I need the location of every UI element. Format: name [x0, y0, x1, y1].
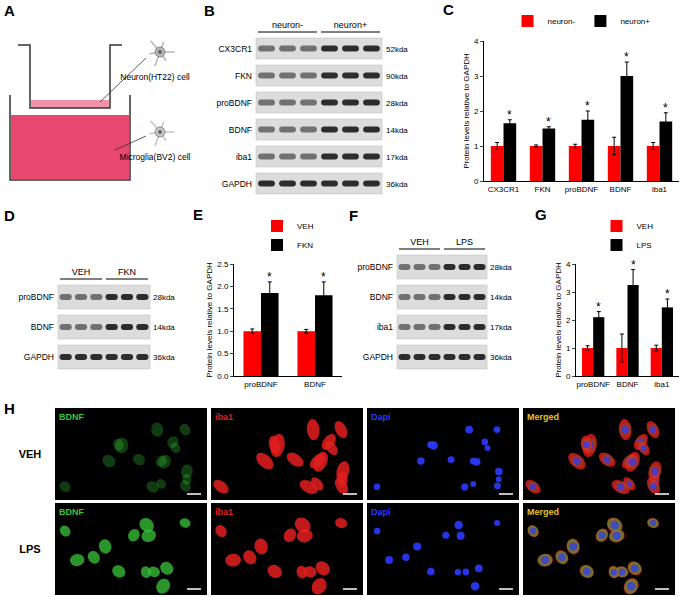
svg-text:2.0: 2.0 — [217, 282, 229, 291]
svg-text:3: 3 — [566, 288, 571, 297]
svg-text:1: 1 — [566, 344, 571, 353]
svg-text:BDNF: BDNF — [229, 125, 252, 135]
svg-text:proBDNF: proBDNF — [358, 262, 393, 272]
svg-text:*: * — [624, 50, 629, 64]
svg-text:GAPDH: GAPDH — [363, 352, 393, 362]
svg-text:28kda: 28kda — [153, 293, 175, 302]
svg-text:LPS: LPS — [19, 543, 40, 555]
svg-text:2: 2 — [474, 107, 479, 116]
svg-text:*: * — [321, 270, 326, 284]
svg-text:Protein levels relative to GAP: Protein levels relative to GAPDH — [462, 53, 471, 169]
svg-text:2.5: 2.5 — [217, 260, 229, 269]
svg-text:36kda: 36kda — [153, 353, 175, 362]
svg-text:LPS: LPS — [456, 237, 473, 247]
svg-text:iba1: iba1 — [215, 507, 233, 517]
svg-text:FKN: FKN — [118, 267, 136, 277]
svg-text:14kda: 14kda — [386, 126, 408, 135]
svg-text:Dapi: Dapi — [371, 412, 391, 422]
svg-text:iba1: iba1 — [652, 185, 668, 194]
svg-text:*: * — [267, 270, 272, 284]
svg-text:*: * — [665, 287, 670, 301]
svg-text:3: 3 — [474, 72, 479, 81]
svg-text:BDNF: BDNF — [610, 185, 632, 194]
svg-text:*: * — [596, 300, 601, 314]
svg-text:28kda: 28kda — [386, 99, 408, 108]
svg-text:FKN: FKN — [297, 241, 313, 250]
svg-text:neuron-: neuron- — [548, 17, 576, 26]
html-text:G: G — [535, 206, 547, 223]
svg-text:Merged: Merged — [527, 412, 559, 422]
svg-text:28kda: 28kda — [490, 263, 512, 272]
svg-text:17kda: 17kda — [386, 153, 408, 162]
svg-text:Microglia(BV2) cell: Microglia(BV2) cell — [120, 152, 191, 162]
svg-text:90kda: 90kda — [386, 72, 408, 81]
svg-text:iba1: iba1 — [654, 380, 670, 389]
svg-text:Neuron(HT22) cell: Neuron(HT22) cell — [120, 72, 190, 82]
svg-text:0.0: 0.0 — [217, 372, 229, 381]
svg-text:CX3CR1: CX3CR1 — [488, 185, 520, 194]
svg-text:4: 4 — [474, 37, 479, 46]
svg-text:*: * — [663, 101, 668, 115]
svg-text:0: 0 — [566, 372, 571, 381]
svg-text:F: F — [349, 207, 358, 224]
svg-text:FKN: FKN — [535, 185, 551, 194]
svg-text:neuron+: neuron+ — [334, 20, 367, 30]
svg-text:Dapi: Dapi — [371, 507, 391, 517]
svg-text:36kda: 36kda — [386, 180, 408, 189]
svg-text:neuron-: neuron- — [272, 20, 303, 30]
svg-text:Protein levels relative to GAP: Protein levels relative to GAPDH — [205, 262, 214, 378]
svg-text:B: B — [204, 2, 215, 19]
svg-text:BDNF: BDNF — [304, 380, 326, 389]
svg-text:D: D — [4, 207, 15, 224]
svg-text:H: H — [4, 400, 15, 417]
svg-text:proBDNF: proBDNF — [244, 380, 277, 389]
svg-text:1.0: 1.0 — [217, 327, 229, 336]
svg-text:*: * — [585, 99, 590, 113]
svg-text:iba1: iba1 — [215, 412, 233, 422]
svg-text:BDNF: BDNF — [370, 292, 393, 302]
svg-text:Merged: Merged — [527, 507, 559, 517]
svg-text:GAPDH: GAPDH — [222, 179, 252, 189]
svg-text:17kda: 17kda — [490, 323, 512, 332]
svg-text:CX3CR1: CX3CR1 — [218, 44, 252, 54]
svg-text:VEH: VEH — [410, 237, 429, 247]
svg-text:BDNF: BDNF — [31, 322, 54, 332]
svg-text:VEH: VEH — [297, 222, 314, 231]
svg-text:LPS: LPS — [637, 241, 652, 250]
svg-text:BDNF: BDNF — [59, 507, 84, 517]
svg-text:GAPDH: GAPDH — [24, 352, 54, 362]
svg-text:BDNF: BDNF — [617, 380, 639, 389]
svg-text:*: * — [631, 258, 636, 272]
svg-text:1.5: 1.5 — [217, 305, 229, 314]
svg-text:proBDNF: proBDNF — [217, 98, 252, 108]
svg-text:0: 0 — [474, 177, 479, 186]
svg-text:proBDNF: proBDNF — [565, 185, 598, 194]
svg-text:4: 4 — [566, 260, 571, 269]
svg-text:*: * — [507, 108, 512, 122]
svg-text:VEH: VEH — [72, 267, 91, 277]
svg-text:*: * — [546, 115, 551, 129]
svg-text:VEH: VEH — [19, 448, 42, 460]
svg-text:VEH: VEH — [637, 222, 654, 231]
html-text:C: C — [443, 1, 454, 18]
svg-text:BDNF: BDNF — [59, 412, 84, 422]
svg-text:14kda: 14kda — [153, 323, 175, 332]
svg-text:proBDNF: proBDNF — [19, 292, 54, 302]
svg-text:36kda: 36kda — [490, 353, 512, 362]
svg-text:14kda: 14kda — [490, 293, 512, 302]
svg-text:iba1: iba1 — [377, 322, 393, 332]
svg-text:Protein levels relative to GAP: Protein levels relative to GAPDH — [554, 262, 563, 378]
svg-text:1: 1 — [474, 142, 479, 151]
svg-text:FKN: FKN — [235, 71, 252, 81]
svg-text:52kda: 52kda — [386, 45, 408, 54]
html-text:E: E — [193, 206, 203, 223]
svg-text:A: A — [4, 2, 15, 19]
svg-text:0.5: 0.5 — [217, 349, 229, 358]
svg-text:2: 2 — [566, 316, 571, 325]
svg-text:neuron+: neuron+ — [620, 17, 650, 26]
svg-text:proBDNF: proBDNF — [576, 380, 609, 389]
svg-text:iba1: iba1 — [236, 152, 252, 162]
